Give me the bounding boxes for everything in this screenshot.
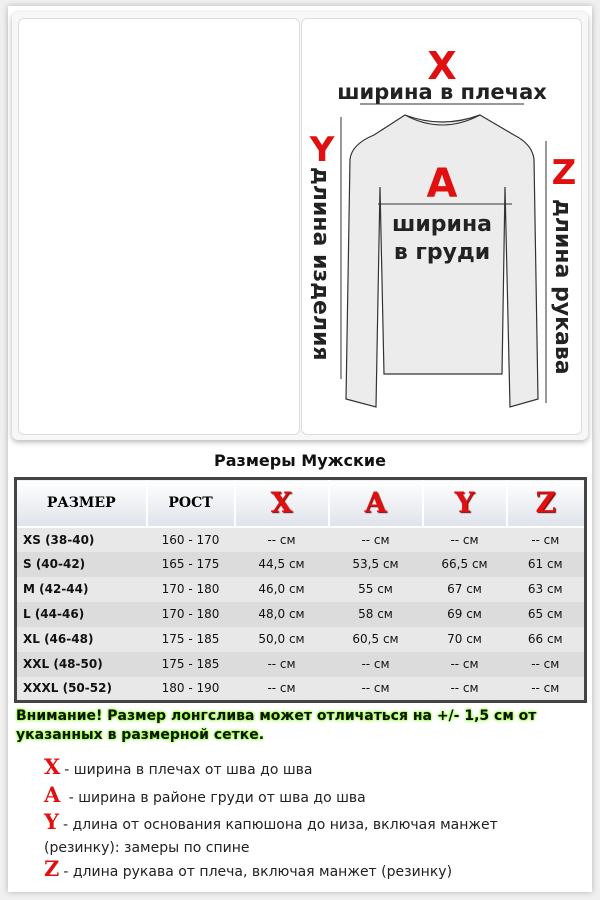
value-cell: 175 - 185 <box>161 632 220 646</box>
table-row: XXL (48-50) 175 - 185 -- см -- см -- см -- см <box>15 651 586 677</box>
legend-text: - длина от основания капюшона до низа, в… <box>44 817 498 856</box>
z-label: длина рукава <box>550 199 575 375</box>
legend-letter: X <box>44 754 61 779</box>
z-letter: Z <box>552 153 577 193</box>
size-table: РАЗМЕР РОСТ X A Y Z XS (38-40) 160 - 170 -… <box>14 477 587 703</box>
table-row: XL (46-48) 175 - 185 50,0 см 60,5 см 70 см 66… <box>16 627 586 652</box>
header-x: X <box>234 478 330 528</box>
value-cell: 46,0 см <box>258 582 305 596</box>
value-cell: -- см <box>267 681 296 696</box>
size-cell: XS (38-40) <box>23 532 95 547</box>
value-cell: 165 - 175 <box>146 551 235 577</box>
value-cell: 170 - 180 <box>161 582 220 596</box>
legend-text: - ширина в районе груди от шва до шва <box>64 790 366 806</box>
value-cell: -- см <box>422 651 507 677</box>
size-cell: M (42-44) <box>23 582 89 596</box>
value-cell: -- см <box>361 681 390 696</box>
value-cell: 50,0 см <box>258 632 305 646</box>
table-header-row: РАЗМЕР РОСТ X A Y Z <box>15 478 587 528</box>
value-cell: 65 см <box>506 601 586 627</box>
table-row: XS (38-40) 160 - 170 -- см -- см -- см -- см <box>16 527 586 552</box>
value-cell: 70 см <box>447 632 482 646</box>
table-row: XXXL (50-52) 180 - 190 -- см -- см -- см -- с… <box>16 677 586 702</box>
table-row: M (42-44) 170 - 180 46,0 см 55 см 67 см 63 см <box>16 577 586 602</box>
size-diagram: X ширина в плечах A ширина в груди Y дли… <box>301 18 582 435</box>
header-y: Y <box>422 478 508 528</box>
value-cell: -- см <box>531 532 560 547</box>
a-label-1: ширина <box>392 212 492 237</box>
legend-text: - ширина в плечах от шва до шва <box>64 762 313 778</box>
value-cell: 69 см <box>422 601 507 627</box>
legend-item-x: X- ширина в плечах от шва до шва <box>44 754 312 779</box>
value-cell: 170 - 180 <box>146 601 235 627</box>
value-cell: 63 см <box>527 582 563 596</box>
value-cell: 58 см <box>328 601 423 627</box>
value-cell: 160 - 170 <box>161 532 220 547</box>
value-cell: 53,5 см <box>328 551 423 577</box>
header-z: Z <box>506 478 587 528</box>
value-cell: 48,0 см <box>234 601 329 627</box>
table-row: S (40-42) 165 - 175 44,5 см 53,5 см 66,5 см 6… <box>15 551 586 577</box>
image-card: X ширина в плечах A ширина в груди Y дли… <box>12 12 588 440</box>
value-cell: -- см <box>450 681 479 696</box>
legend-letter: Y <box>44 809 59 834</box>
header-a: A <box>328 478 424 528</box>
value-cell: 66 см <box>527 632 563 646</box>
size-cell: L (44-46) <box>15 601 147 627</box>
legend-letter: A <box>44 782 61 807</box>
value-cell: -- см <box>267 532 296 547</box>
value-cell: -- см <box>328 651 423 677</box>
warning-text: Внимание! Размер лонгслива может отличат… <box>16 708 537 743</box>
value-cell: 66,5 см <box>422 551 507 577</box>
value-cell: 44,5 см <box>234 551 329 577</box>
legend-letter: Z <box>44 856 60 881</box>
legend-text: - длина рукава от плеча, включая манжет … <box>63 864 453 880</box>
size-cell: XXL (48-50) <box>15 651 147 677</box>
legend-item-y: Y- длина от основания капюшона до низа, … <box>44 810 554 860</box>
a-letter: A <box>427 161 458 207</box>
value-cell: 60,5 см <box>352 632 399 646</box>
value-cell: -- см <box>361 532 390 547</box>
header-height: РОСТ <box>146 478 236 528</box>
legend-item-a: A - ширина в районе груди от шва до шва <box>44 782 366 807</box>
x-label: ширина в плечах <box>337 80 547 104</box>
value-cell: -- см <box>531 681 560 696</box>
table-row: L (44-46) 170 - 180 48,0 см 58 см 69 см 65 см <box>15 601 586 627</box>
y-letter: Y <box>309 130 335 170</box>
size-cell: S (40-42) <box>15 551 147 577</box>
a-label-2: в груди <box>394 240 490 265</box>
value-cell: 61 см <box>506 551 586 577</box>
x-letter: X <box>427 44 456 88</box>
shirt-outline <box>345 114 539 408</box>
page-title: Размеры Мужские <box>214 451 386 470</box>
size-cell: XL (46-48) <box>23 632 94 646</box>
value-cell: 67 см <box>447 582 482 596</box>
value-cell: 175 - 185 <box>146 651 235 677</box>
value-cell: 55 см <box>358 582 393 596</box>
legend-item-z: Z- длина рукава от плеча, включая манжет… <box>44 856 452 881</box>
header-size: РАЗМЕР <box>15 478 148 528</box>
value-cell: -- см <box>450 532 479 547</box>
value-cell: -- см <box>234 651 329 677</box>
value-cell: -- см <box>506 651 586 677</box>
value-cell: 180 - 190 <box>161 681 220 696</box>
y-label: длина изделия <box>308 167 333 361</box>
blank-image-panel <box>18 18 300 435</box>
size-cell: XXXL (50-52) <box>23 681 112 696</box>
